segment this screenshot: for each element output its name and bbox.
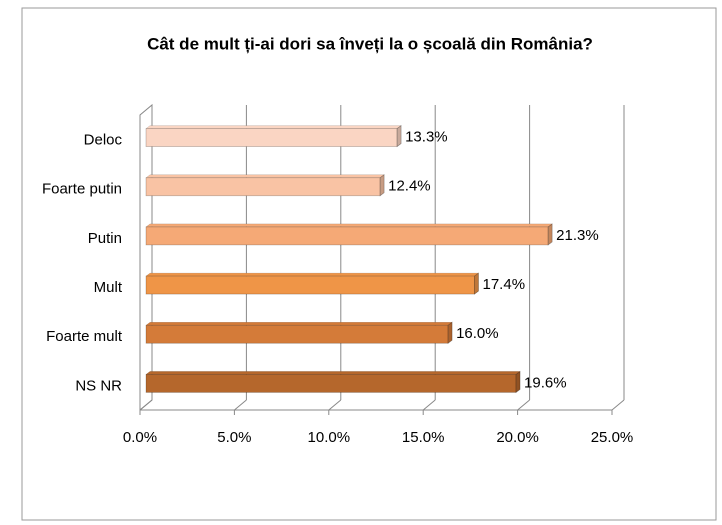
data-label: 16.0% — [456, 325, 499, 342]
bar — [145, 128, 398, 147]
data-label: 12.4% — [388, 178, 431, 195]
x-tick-label: 5.0% — [217, 429, 251, 446]
bar — [145, 226, 549, 246]
floor-grid-line — [611, 399, 625, 411]
data-label: 17.4% — [483, 276, 526, 293]
x-tick-label: 25.0% — [591, 429, 634, 446]
bar-top — [145, 322, 453, 326]
y-tick-label: Putin — [88, 230, 122, 247]
data-label: 19.6% — [524, 374, 567, 391]
bar — [145, 324, 449, 344]
side-wall — [139, 103, 153, 412]
y-tick-label: Mult — [94, 279, 123, 296]
x-tick-label: 0.0% — [123, 429, 157, 446]
floor-grid-line — [517, 399, 530, 411]
chart-title: Cât de mult ți-ai dori sa înveți la o șc… — [147, 34, 593, 53]
y-tick-label: NS NR — [75, 377, 122, 394]
y-tick-label: Deloc — [84, 132, 123, 149]
floor-grid-line — [234, 399, 247, 411]
bar — [145, 177, 381, 197]
y-tick-label: Foarte mult — [46, 328, 123, 345]
bar-end — [379, 174, 385, 197]
bar-end — [447, 321, 453, 344]
floor-grid-line — [328, 399, 342, 411]
bar-top — [145, 125, 402, 129]
data-label: 13.3% — [405, 129, 448, 146]
floor-grid-line — [139, 399, 153, 411]
bar-end — [474, 272, 479, 295]
bar-top — [145, 223, 553, 228]
y-tick-label: Foarte putin — [42, 181, 122, 198]
bar-top — [145, 272, 480, 277]
x-tick-label: 15.0% — [402, 429, 445, 446]
floor-grid-line — [422, 399, 436, 411]
bar — [145, 275, 475, 295]
bar-end — [515, 370, 521, 394]
bar-end — [547, 223, 553, 246]
chart-frame — [21, 7, 717, 521]
bar-top — [145, 174, 385, 178]
x-tick-label: 10.0% — [308, 429, 351, 446]
bar-end — [396, 124, 402, 148]
x-tick-label: 20.0% — [496, 429, 539, 446]
data-label: 21.3% — [556, 227, 599, 244]
bar-top — [145, 371, 521, 375]
bar — [145, 374, 517, 393]
